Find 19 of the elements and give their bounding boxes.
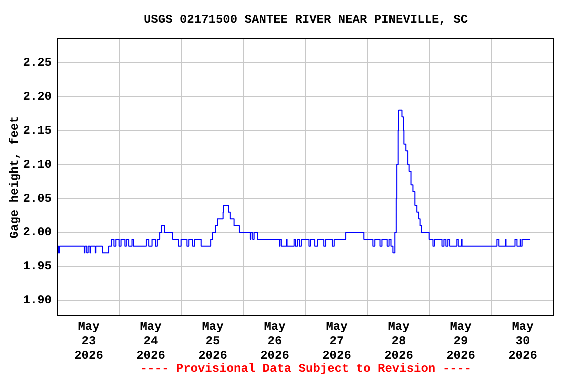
x-tick-label: May 26 2026: [260, 320, 290, 364]
x-tick-label: May 29 2026: [446, 320, 476, 364]
y-tick-label: 2.10: [23, 158, 52, 172]
y-tick-label: 2.00: [23, 226, 52, 240]
text: ---- Provisional Data Subject to Revision ----: [140, 362, 472, 376]
x-tick-label: May 24 2026: [136, 320, 166, 364]
y-tick-label: 2.20: [23, 90, 52, 104]
y-tick-label: 2.25: [23, 56, 52, 70]
x-tick-label: May 27 2026: [322, 320, 352, 364]
x-tick-label: May 30 2026: [508, 320, 538, 364]
x-tick-label: May 25 2026: [198, 320, 228, 364]
y-tick-label: 1.90: [23, 294, 52, 308]
y-tick-label: 2.15: [23, 124, 52, 138]
y-tick-label: 2.05: [23, 192, 52, 206]
x-tick-label: May 28 2026: [384, 320, 414, 364]
x-tick-label: May 23 2026: [74, 320, 104, 364]
y-tick-label: 1.95: [23, 260, 52, 274]
y-axis-title: Gage height, feet: [8, 116, 22, 239]
chart-title: USGS 02171500 SANTEE RIVER NEAR PINEVILLE, SC: [144, 13, 468, 28]
